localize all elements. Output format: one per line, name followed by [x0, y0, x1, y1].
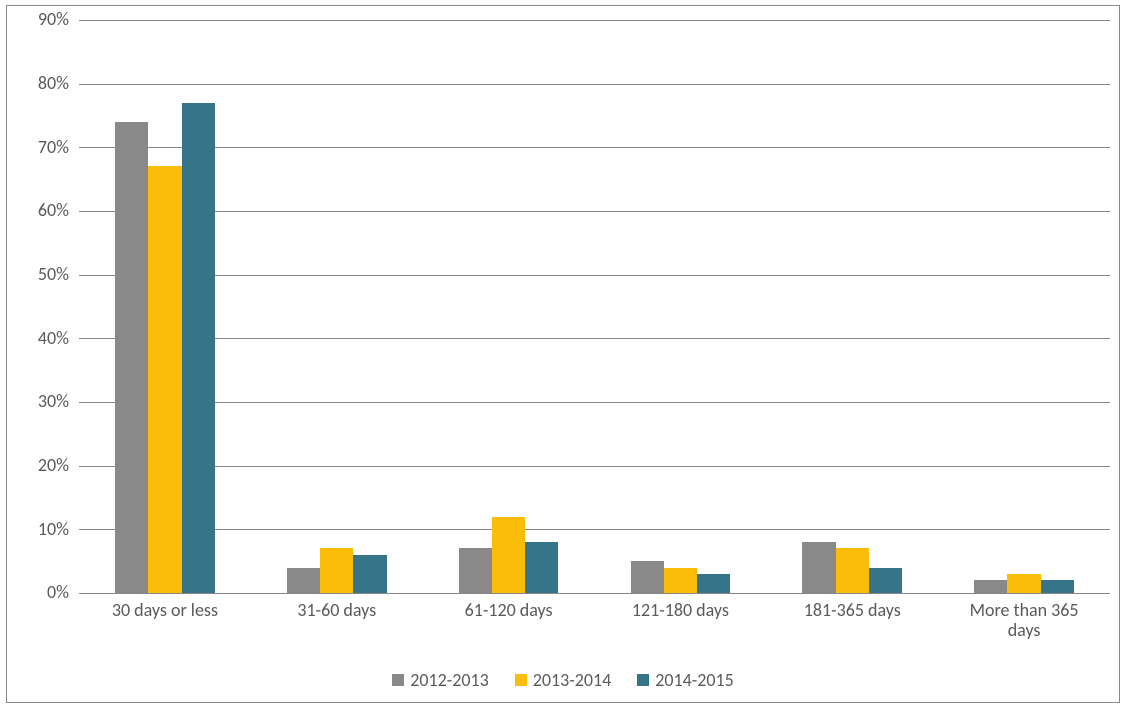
bar — [320, 548, 353, 593]
y-tick-label: 70% — [7, 136, 69, 158]
bar — [353, 555, 386, 593]
y-tick-label: 40% — [7, 327, 69, 349]
x-tick-label: 31-60 days — [255, 601, 418, 621]
gridline — [79, 466, 1110, 467]
x-tick-label: 121-180 days — [599, 601, 762, 621]
bar — [287, 568, 320, 593]
bar — [459, 548, 492, 593]
y-tick-label: 60% — [7, 199, 69, 221]
gridline — [79, 529, 1110, 530]
bar — [148, 166, 181, 593]
x-tick-label: More than 365 days — [942, 601, 1105, 641]
legend-swatch — [392, 674, 404, 686]
legend-label: 2014-2015 — [655, 669, 734, 691]
bar — [869, 568, 902, 593]
legend-item: 2012-2013 — [392, 669, 489, 691]
y-tick-label: 80% — [7, 72, 69, 94]
gridline — [79, 593, 1110, 594]
gridline — [79, 338, 1110, 339]
x-tick-label: 30 days or less — [83, 601, 246, 621]
bar — [182, 103, 215, 593]
gridline — [79, 275, 1110, 276]
plot-area — [79, 20, 1110, 593]
y-tick-label: 30% — [7, 390, 69, 412]
legend-label: 2013-2014 — [533, 669, 612, 691]
bar — [492, 517, 525, 593]
x-tick-label: 61-120 days — [427, 601, 590, 621]
y-tick-label: 90% — [7, 8, 69, 30]
bar — [802, 542, 835, 593]
gridline — [79, 20, 1110, 21]
x-tick-label: 181-365 days — [771, 601, 934, 621]
legend-item: 2014-2015 — [637, 669, 734, 691]
legend-swatch — [637, 674, 649, 686]
bar — [974, 580, 1007, 593]
gridline — [79, 84, 1110, 85]
bar — [664, 568, 697, 593]
bar — [836, 548, 869, 593]
legend-item: 2013-2014 — [515, 669, 612, 691]
chart-frame: 0% 10% 20% 30% 40% 50% 60% 70% 80% 90% 30 days or… — [6, 5, 1120, 703]
bar — [1007, 574, 1040, 593]
legend: 2012-2013 2013-2014 2014-2015 — [7, 669, 1119, 691]
y-tick-label: 20% — [7, 454, 69, 476]
legend-label: 2012-2013 — [410, 669, 489, 691]
y-tick-label: 50% — [7, 263, 69, 285]
gridline — [79, 402, 1110, 403]
gridline — [79, 147, 1110, 148]
bar — [631, 561, 664, 593]
bar — [115, 122, 148, 593]
bar — [525, 542, 558, 593]
bar — [697, 574, 730, 593]
y-tick-label: 0% — [7, 581, 69, 603]
bar — [1041, 580, 1074, 593]
legend-swatch — [515, 674, 527, 686]
y-tick-label: 10% — [7, 518, 69, 540]
gridline — [79, 211, 1110, 212]
